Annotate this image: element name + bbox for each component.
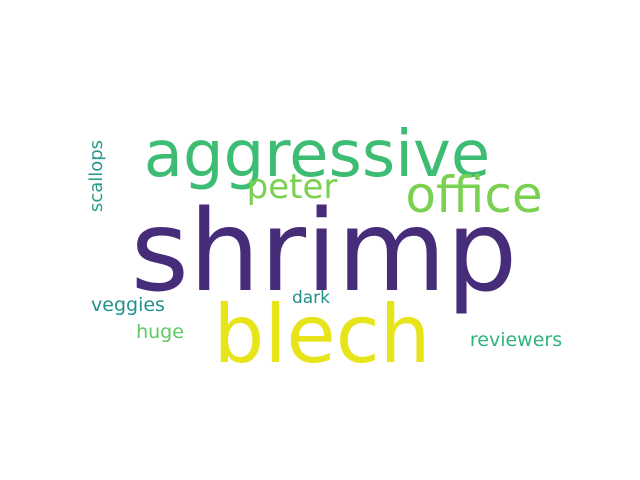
word-aggressive: aggressive — [144, 118, 490, 192]
word-reviewers: reviewers — [470, 329, 562, 351]
word-huge: huge — [136, 321, 184, 343]
word-office: office — [405, 166, 542, 224]
word-peter: peter — [247, 167, 338, 207]
word-blech: blech — [214, 288, 431, 381]
word-scallops: scallops — [86, 140, 107, 212]
word-dark: dark — [292, 288, 330, 308]
word-shrimp: shrimp — [131, 187, 518, 317]
word-veggies: veggies — [91, 294, 165, 316]
